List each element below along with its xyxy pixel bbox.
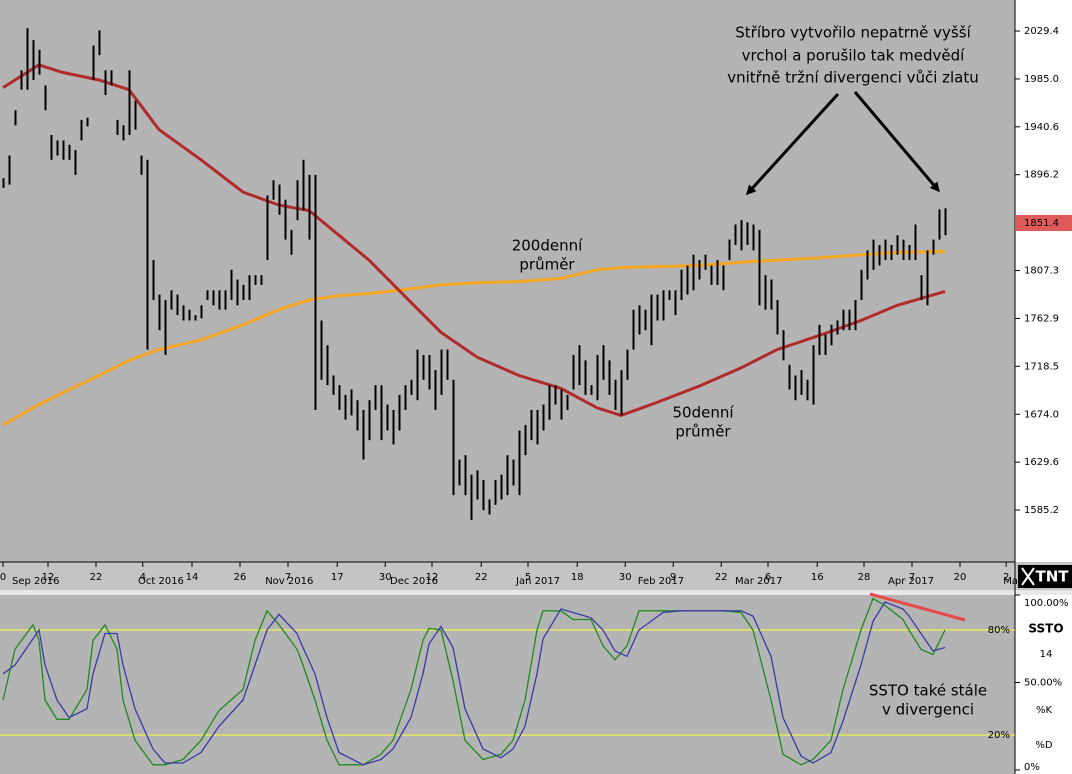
annotation: průměr <box>519 256 575 274</box>
month-label: Feb 2017 <box>638 576 684 587</box>
y-tick-label: 100.00% <box>1024 598 1069 609</box>
x-tick-label: 9 <box>670 572 676 583</box>
moving-average <box>2 63 946 417</box>
x-tick-label: 0 <box>0 572 6 583</box>
time-axis-panel <box>0 562 1072 590</box>
annotation: 200denní <box>512 237 583 255</box>
stoch-line <box>2 601 946 766</box>
y-tick-label: 1985.0 <box>1024 74 1059 85</box>
x-tick-label: 12 <box>42 572 55 583</box>
x-tick-label: 20 <box>954 572 967 583</box>
x-tick-label: 5 <box>525 572 531 583</box>
y-tick-label: 1629.6 <box>1024 457 1059 468</box>
x-tick-label: 22 <box>475 572 488 583</box>
annotation: průměr <box>675 423 731 441</box>
x-tick-label: 7 <box>909 572 915 583</box>
x-tick-label: 16 <box>811 572 824 583</box>
x-tick-label: 4 <box>140 572 146 583</box>
month-label: Apr 2017 <box>888 576 934 587</box>
annotation: v divergenci <box>882 701 974 719</box>
level-label: 80% <box>988 625 1010 636</box>
x-tick-label: 12 <box>426 572 439 583</box>
x-tick-label: 22 <box>715 572 728 583</box>
x-tick-label: 2 <box>1003 572 1009 583</box>
y-tick-label: 0% <box>1024 762 1040 773</box>
y-tick-label: 1718.5 <box>1024 361 1059 372</box>
y-tick-label: 1807.3 <box>1024 266 1059 277</box>
legend-label: %D <box>1035 740 1053 751</box>
y-tick-label: 1585.2 <box>1024 505 1059 516</box>
x-tick-label: 30 <box>619 572 632 583</box>
divergence-line <box>869 592 966 622</box>
annotation: 50denní <box>672 404 734 422</box>
annotation: vrchol a porušilo tak medvědí <box>742 47 966 65</box>
month-label: Nov 2016 <box>265 576 313 587</box>
indicator-period: 14 <box>1040 649 1053 660</box>
annotation: vnitřně tržní divergenci vůči zlatu <box>727 69 979 87</box>
month-label: Mar 2017 <box>735 576 783 587</box>
month-label: Sep 2016 <box>12 576 59 587</box>
arrow <box>745 92 840 196</box>
annotation: SSTO také stále <box>869 682 987 700</box>
price-axis-panel <box>1015 0 1072 562</box>
x-tick-label: 17 <box>331 572 344 583</box>
x-tick-label: 30 <box>379 572 392 583</box>
last-price-label: 1851.4 <box>1024 218 1059 229</box>
logo: TNT <box>1035 568 1069 586</box>
stoch-line <box>2 597 946 766</box>
logo-x <box>1021 567 1035 586</box>
marks: 2029.41985.01940.61896.21807.31762.91718… <box>0 24 1072 773</box>
month-label: Oct 2016 <box>138 576 184 587</box>
x-tick-label: 6 <box>765 572 771 583</box>
moving-average <box>2 250 946 427</box>
last-price-box <box>1016 214 1072 231</box>
x-tick-label: 18 <box>571 572 584 583</box>
stoch-axis-panel <box>1015 595 1072 774</box>
indicator-title: SSTO <box>1028 622 1063 636</box>
stoch-panel <box>0 595 1015 774</box>
y-tick-label: 1674.0 <box>1024 409 1059 420</box>
annotation: Stříbro vytvořilo nepatrně vyšší <box>735 24 971 42</box>
y-tick-label: 2029.4 <box>1024 26 1059 37</box>
month-label: Ma <box>1003 576 1018 587</box>
panel-separator <box>0 590 1072 595</box>
y-tick-label: 1940.6 <box>1024 122 1059 133</box>
legend-label: %K <box>1036 705 1053 716</box>
y-tick-label: 1896.2 <box>1024 170 1059 181</box>
y-tick-label: 1762.9 <box>1024 313 1059 324</box>
level-label: 20% <box>988 730 1010 741</box>
x-tick-label: 26 <box>234 572 247 583</box>
x-tick-label: 7 <box>285 572 291 583</box>
y-tick-label: 50.00% <box>1024 678 1062 689</box>
x-tick-label: 22 <box>90 572 103 583</box>
arrow <box>853 91 940 193</box>
x-tick-label: 14 <box>186 572 199 583</box>
month-label: Dec 2016 <box>390 576 438 587</box>
month-label: Jan 2017 <box>515 576 560 587</box>
x-tick-label: 28 <box>858 572 871 583</box>
